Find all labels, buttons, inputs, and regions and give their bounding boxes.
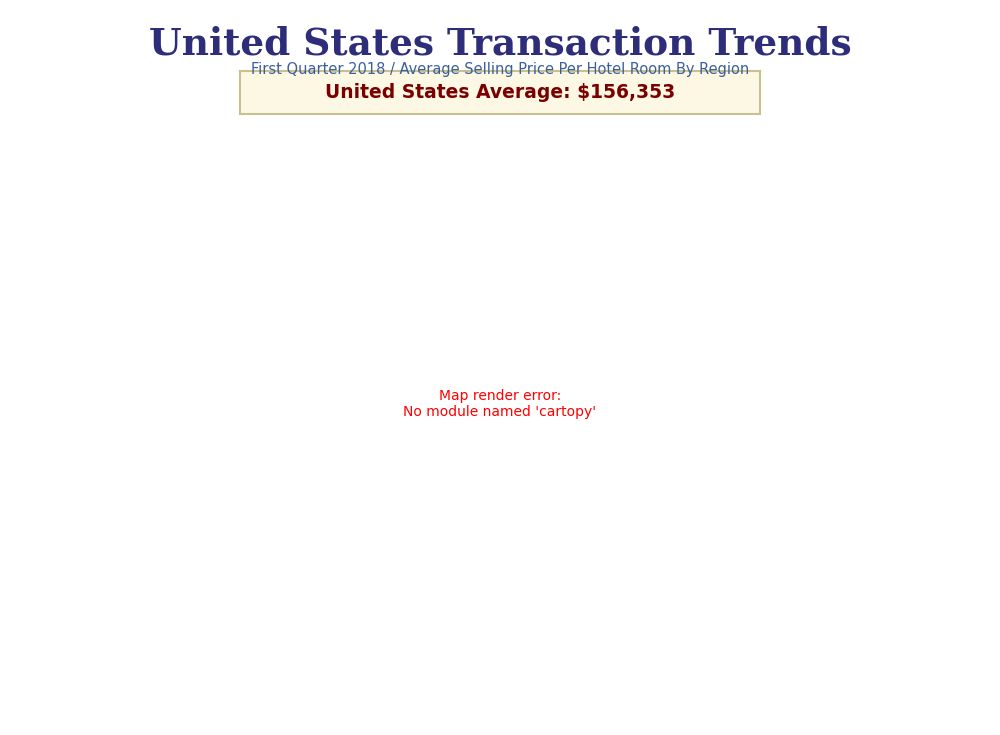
Text: United States Average: $156,353: United States Average: $156,353 <box>325 83 675 102</box>
Text: First Quarter 2018 / Average Selling Price Per Hotel Room By Region: First Quarter 2018 / Average Selling Pri… <box>251 62 749 77</box>
Text: United States Transaction Trends: United States Transaction Trends <box>149 26 851 62</box>
Text: Map render error:
No module named 'cartopy': Map render error: No module named 'carto… <box>403 389 597 420</box>
